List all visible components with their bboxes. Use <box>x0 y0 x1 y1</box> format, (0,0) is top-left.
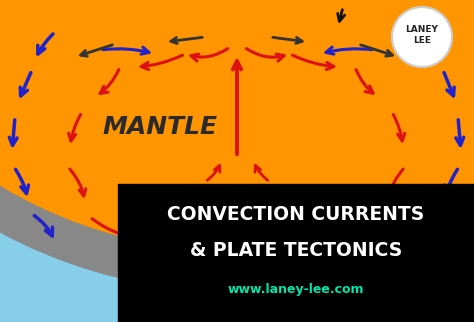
Text: & PLATE TECTONICS: & PLATE TECTONICS <box>190 241 402 260</box>
Text: CONVECTION CURRENTS: CONVECTION CURRENTS <box>167 204 425 223</box>
Text: CORE: CORE <box>223 292 251 302</box>
Circle shape <box>392 7 452 67</box>
Bar <box>118 184 474 322</box>
Text: LANEY
LEE: LANEY LEE <box>406 25 438 45</box>
Text: www.laney-lee.com: www.laney-lee.com <box>228 283 364 297</box>
Text: MANTLE: MANTLE <box>102 115 218 139</box>
Circle shape <box>0 0 474 272</box>
